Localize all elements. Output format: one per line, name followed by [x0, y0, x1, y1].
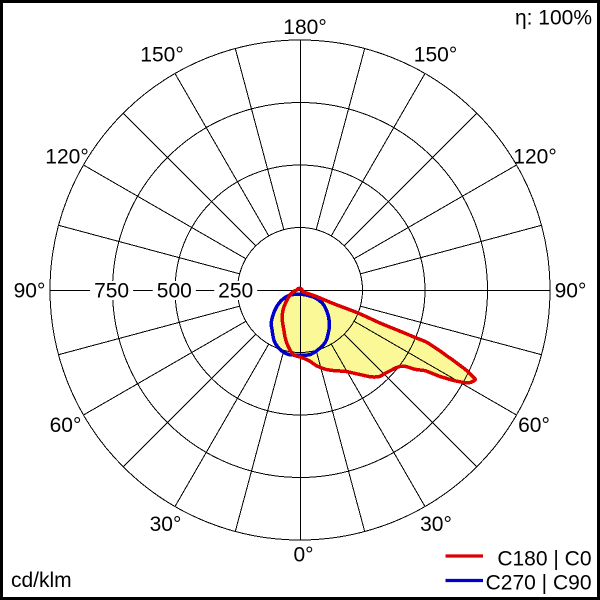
svg-text:30°: 30°: [150, 513, 182, 536]
svg-text:90°: 90°: [555, 280, 587, 303]
svg-text:180°: 180°: [283, 16, 326, 39]
svg-text:60°: 60°: [50, 414, 82, 437]
svg-text:C270 | C90: C270 | C90: [486, 572, 592, 595]
svg-text:30°: 30°: [420, 513, 452, 536]
svg-text:120°: 120°: [45, 145, 88, 168]
svg-text:120°: 120°: [513, 145, 556, 168]
svg-text:750: 750: [94, 280, 129, 303]
svg-text:0°: 0°: [293, 544, 313, 567]
svg-text:60°: 60°: [518, 414, 550, 437]
svg-text:150°: 150°: [414, 44, 457, 67]
svg-text:η: 100%: η: 100%: [515, 7, 592, 30]
svg-text:C180 | C0: C180 | C0: [497, 548, 591, 571]
svg-text:cd/klm: cd/klm: [11, 569, 72, 592]
svg-text:90°: 90°: [14, 280, 46, 303]
svg-text:150°: 150°: [140, 44, 183, 67]
svg-text:500: 500: [157, 280, 192, 303]
svg-text:250: 250: [218, 280, 253, 303]
